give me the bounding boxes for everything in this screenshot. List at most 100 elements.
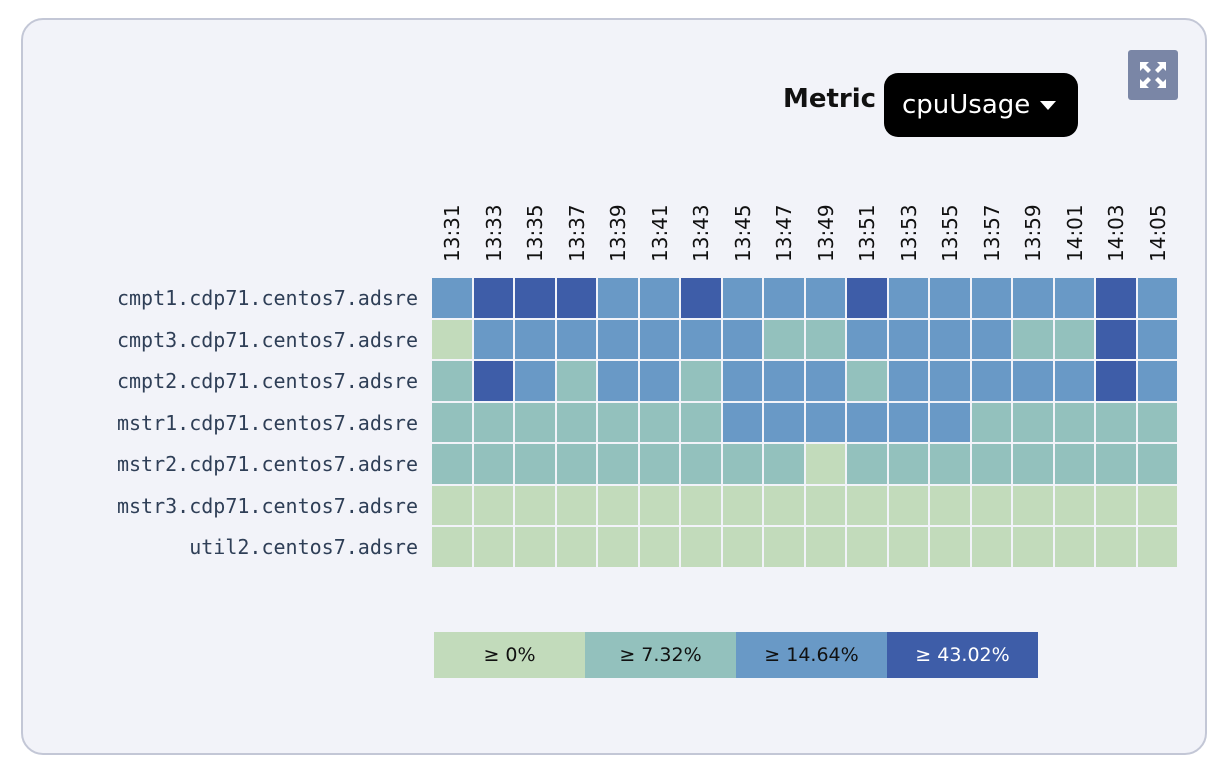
heatmap-cell[interactable]: [930, 278, 972, 320]
heatmap-cell[interactable]: [1096, 485, 1138, 527]
heatmap-cell[interactable]: [515, 402, 557, 444]
heatmap-cell[interactable]: [432, 444, 474, 486]
heatmap-cell[interactable]: [515, 527, 557, 569]
heatmap-cell[interactable]: [473, 361, 515, 403]
heatmap-cell[interactable]: [556, 278, 598, 320]
heatmap-cell[interactable]: [681, 361, 723, 403]
heatmap-cell[interactable]: [432, 485, 474, 527]
heatmap-cell[interactable]: [681, 444, 723, 486]
heatmap-cell[interactable]: [1096, 361, 1138, 403]
metric-dropdown[interactable]: cpuUsage: [884, 73, 1078, 137]
heatmap-cell[interactable]: [598, 402, 640, 444]
heatmap-cell[interactable]: [556, 485, 598, 527]
heatmap-cell[interactable]: [1137, 361, 1179, 403]
heatmap-cell[interactable]: [805, 319, 847, 361]
heatmap-cell[interactable]: [805, 485, 847, 527]
heatmap-cell[interactable]: [805, 444, 847, 486]
heatmap-cell[interactable]: [556, 319, 598, 361]
heatmap-cell[interactable]: [1096, 444, 1138, 486]
heatmap-cell[interactable]: [722, 444, 764, 486]
heatmap-cell[interactable]: [888, 278, 930, 320]
heatmap-cell[interactable]: [681, 485, 723, 527]
heatmap-cell[interactable]: [681, 527, 723, 569]
heatmap-cell[interactable]: [639, 485, 681, 527]
heatmap-cell[interactable]: [598, 485, 640, 527]
heatmap-cell[interactable]: [847, 527, 889, 569]
heatmap-cell[interactable]: [847, 444, 889, 486]
heatmap-cell[interactable]: [847, 361, 889, 403]
heatmap-cell[interactable]: [971, 402, 1013, 444]
heatmap-cell[interactable]: [722, 527, 764, 569]
heatmap-cell[interactable]: [764, 485, 806, 527]
heatmap-cell[interactable]: [1054, 444, 1096, 486]
heatmap-cell[interactable]: [971, 527, 1013, 569]
heatmap-cell[interactable]: [847, 485, 889, 527]
heatmap-cell[interactable]: [1013, 485, 1055, 527]
heatmap-cell[interactable]: [473, 402, 515, 444]
heatmap-cell[interactable]: [1096, 527, 1138, 569]
heatmap-cell[interactable]: [556, 402, 598, 444]
heatmap-cell[interactable]: [1137, 402, 1179, 444]
heatmap-cell[interactable]: [1013, 278, 1055, 320]
heatmap-cell[interactable]: [1054, 361, 1096, 403]
heatmap-cell[interactable]: [764, 444, 806, 486]
heatmap-cell[interactable]: [722, 402, 764, 444]
heatmap-cell[interactable]: [1013, 527, 1055, 569]
heatmap-cell[interactable]: [639, 402, 681, 444]
heatmap-cell[interactable]: [639, 361, 681, 403]
heatmap-cell[interactable]: [473, 278, 515, 320]
heatmap-cell[interactable]: [1137, 278, 1179, 320]
heatmap-cell[interactable]: [971, 485, 1013, 527]
heatmap-cell[interactable]: [598, 527, 640, 569]
heatmap-cell[interactable]: [888, 527, 930, 569]
heatmap-cell[interactable]: [556, 361, 598, 403]
heatmap-cell[interactable]: [1054, 527, 1096, 569]
heatmap-cell[interactable]: [1137, 485, 1179, 527]
heatmap-cell[interactable]: [1096, 402, 1138, 444]
heatmap-cell[interactable]: [805, 527, 847, 569]
heatmap-cell[interactable]: [1013, 444, 1055, 486]
heatmap-cell[interactable]: [722, 361, 764, 403]
heatmap-cell[interactable]: [888, 319, 930, 361]
heatmap-cell[interactable]: [1054, 278, 1096, 320]
heatmap-cell[interactable]: [805, 361, 847, 403]
heatmap-cell[interactable]: [598, 278, 640, 320]
heatmap-cell[interactable]: [432, 361, 474, 403]
heatmap-cell[interactable]: [930, 527, 972, 569]
heatmap-cell[interactable]: [556, 444, 598, 486]
heatmap-cell[interactable]: [764, 319, 806, 361]
heatmap-cell[interactable]: [473, 444, 515, 486]
heatmap-cell[interactable]: [722, 319, 764, 361]
heatmap-cell[interactable]: [1054, 485, 1096, 527]
heatmap-cell[interactable]: [805, 278, 847, 320]
heatmap-cell[interactable]: [681, 278, 723, 320]
heatmap-cell[interactable]: [432, 527, 474, 569]
heatmap-cell[interactable]: [639, 527, 681, 569]
heatmap-cell[interactable]: [971, 361, 1013, 403]
heatmap-cell[interactable]: [681, 402, 723, 444]
heatmap-cell[interactable]: [764, 361, 806, 403]
heatmap-cell[interactable]: [473, 319, 515, 361]
heatmap-cell[interactable]: [971, 444, 1013, 486]
heatmap-cell[interactable]: [598, 319, 640, 361]
heatmap-cell[interactable]: [930, 444, 972, 486]
heatmap-cell[interactable]: [432, 319, 474, 361]
heatmap-cell[interactable]: [1137, 527, 1179, 569]
heatmap-cell[interactable]: [764, 278, 806, 320]
heatmap-cell[interactable]: [888, 402, 930, 444]
heatmap-cell[interactable]: [888, 361, 930, 403]
heatmap-cell[interactable]: [1096, 278, 1138, 320]
heatmap-cell[interactable]: [888, 485, 930, 527]
heatmap-cell[interactable]: [971, 319, 1013, 361]
heatmap-cell[interactable]: [847, 319, 889, 361]
heatmap-cell[interactable]: [598, 361, 640, 403]
heatmap-cell[interactable]: [764, 402, 806, 444]
heatmap-cell[interactable]: [930, 402, 972, 444]
heatmap-cell[interactable]: [930, 361, 972, 403]
heatmap-cell[interactable]: [473, 485, 515, 527]
heatmap-cell[interactable]: [1137, 319, 1179, 361]
heatmap-cell[interactable]: [1137, 444, 1179, 486]
heatmap-cell[interactable]: [556, 527, 598, 569]
heatmap-cell[interactable]: [930, 485, 972, 527]
heatmap-cell[interactable]: [805, 402, 847, 444]
